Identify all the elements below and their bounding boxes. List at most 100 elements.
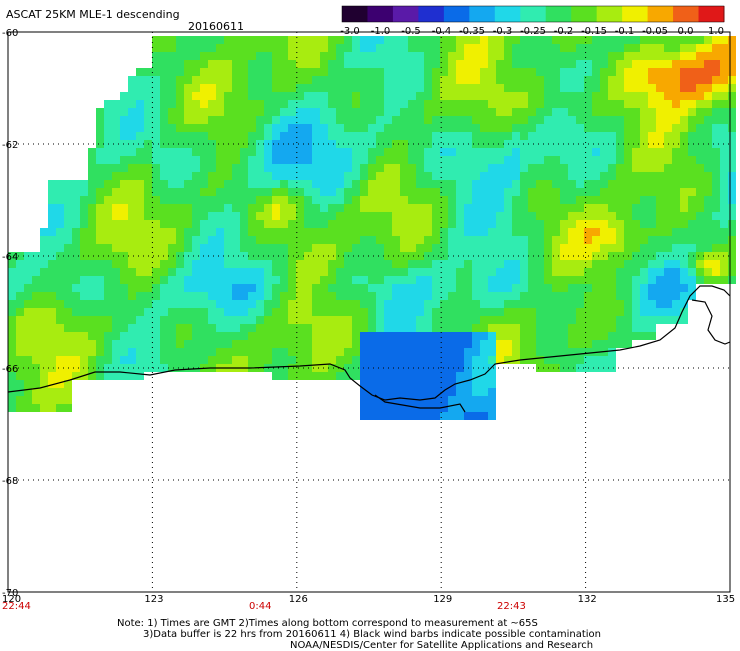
data-cell — [712, 156, 720, 164]
data-cell — [152, 44, 160, 52]
data-cell — [152, 292, 160, 300]
data-cell — [696, 60, 704, 68]
data-cell — [544, 100, 552, 108]
data-cell — [544, 44, 552, 52]
data-cell — [352, 268, 360, 276]
data-cell — [424, 132, 432, 140]
data-cell — [648, 140, 656, 148]
data-cell — [80, 276, 88, 284]
data-cell — [632, 172, 640, 180]
data-cell — [688, 252, 696, 260]
data-cell — [248, 124, 256, 132]
data-cell — [56, 292, 64, 300]
data-cell — [568, 84, 576, 92]
data-cell — [96, 212, 104, 220]
data-cell — [360, 284, 368, 292]
data-cell — [656, 140, 664, 148]
data-cell — [576, 172, 584, 180]
data-cell — [464, 356, 472, 364]
data-cell — [568, 108, 576, 116]
data-cell — [248, 356, 256, 364]
data-cell — [656, 220, 664, 228]
data-cell — [304, 308, 312, 316]
data-cell — [448, 204, 456, 212]
data-cell — [208, 324, 216, 332]
data-cell — [408, 140, 416, 148]
data-cell — [368, 188, 376, 196]
data-cell — [408, 100, 416, 108]
data-cell — [448, 300, 456, 308]
data-cell — [488, 252, 496, 260]
data-cell — [528, 140, 536, 148]
data-cell — [456, 148, 464, 156]
data-cell — [664, 228, 672, 236]
data-cell — [56, 388, 64, 396]
data-cell — [208, 332, 216, 340]
data-cell — [296, 332, 304, 340]
data-cell — [592, 84, 600, 92]
data-cell — [536, 292, 544, 300]
data-cell — [264, 172, 272, 180]
data-cell — [672, 84, 680, 92]
data-cell — [368, 396, 376, 404]
data-cell — [448, 332, 456, 340]
data-cell — [472, 332, 480, 340]
data-cell — [576, 268, 584, 276]
data-cell — [56, 284, 64, 292]
data-cell — [96, 132, 104, 140]
data-cell — [328, 84, 336, 92]
data-cell — [552, 92, 560, 100]
data-cell — [424, 68, 432, 76]
data-cell — [664, 316, 672, 324]
data-cell — [512, 212, 520, 220]
data-cell — [456, 108, 464, 116]
data-cell — [368, 36, 376, 44]
data-cell — [56, 364, 64, 372]
data-cell — [424, 84, 432, 92]
data-cell — [224, 292, 232, 300]
data-cell — [312, 260, 320, 268]
data-cell — [640, 36, 648, 44]
data-cell — [672, 156, 680, 164]
data-cell — [336, 356, 344, 364]
data-cell — [264, 340, 272, 348]
data-cell — [480, 68, 488, 76]
data-cell — [312, 268, 320, 276]
data-cell — [296, 212, 304, 220]
data-cell — [96, 140, 104, 148]
data-cell — [416, 212, 424, 220]
data-cell — [344, 316, 352, 324]
data-cell — [184, 356, 192, 364]
data-cell — [400, 380, 408, 388]
data-cell — [224, 356, 232, 364]
data-cell — [280, 156, 288, 164]
data-cell — [264, 76, 272, 84]
data-cell — [624, 60, 632, 68]
data-cell — [672, 252, 680, 260]
data-cell — [496, 172, 504, 180]
data-cell — [320, 300, 328, 308]
data-cell — [512, 108, 520, 116]
data-cell — [480, 116, 488, 124]
data-cell — [256, 172, 264, 180]
data-cell — [304, 124, 312, 132]
data-cell — [304, 68, 312, 76]
data-cell — [432, 236, 440, 244]
data-cell — [128, 268, 136, 276]
data-cell — [136, 332, 144, 340]
data-cell — [200, 228, 208, 236]
data-cell — [264, 148, 272, 156]
data-cell — [600, 52, 608, 60]
data-cell — [576, 52, 584, 60]
data-cell — [576, 108, 584, 116]
data-cell — [624, 52, 632, 60]
data-cell — [648, 260, 656, 268]
data-cell — [184, 124, 192, 132]
data-cell — [416, 100, 424, 108]
data-cell — [432, 396, 440, 404]
data-cell — [160, 204, 168, 212]
data-cell — [208, 284, 216, 292]
data-cell — [408, 84, 416, 92]
data-cell — [552, 36, 560, 44]
data-cell — [136, 284, 144, 292]
